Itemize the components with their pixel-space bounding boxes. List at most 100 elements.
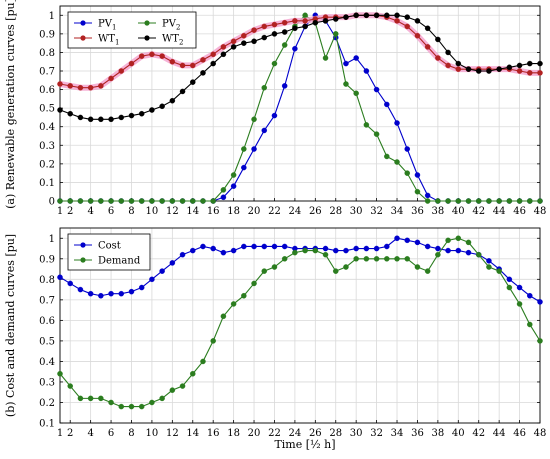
data-point xyxy=(190,79,196,85)
data-point xyxy=(527,292,533,299)
x-tick-label: 18 xyxy=(227,206,240,217)
data-point xyxy=(384,243,390,250)
data-point xyxy=(353,256,359,262)
data-point xyxy=(404,146,410,152)
data-point xyxy=(230,301,237,307)
y-tick-label: 0.2 xyxy=(39,398,55,409)
data-point xyxy=(424,198,431,204)
data-point xyxy=(527,321,533,328)
data-point xyxy=(210,338,216,344)
y-tick-label: 0.9 xyxy=(39,254,55,265)
x-tick-label: 46 xyxy=(513,206,526,217)
series-a-2 xyxy=(57,12,543,91)
data-point xyxy=(108,290,114,297)
data-point xyxy=(261,84,268,91)
data-point xyxy=(516,198,523,204)
data-point xyxy=(332,247,339,254)
data-point xyxy=(169,97,176,104)
y-tick-label: 0.6 xyxy=(39,316,55,327)
data-point xyxy=(118,403,125,410)
data-point xyxy=(159,53,165,59)
data-point xyxy=(190,198,196,204)
data-point xyxy=(424,192,431,199)
data-point xyxy=(200,358,206,365)
data-point xyxy=(343,264,349,270)
data-point xyxy=(77,395,84,402)
data-point xyxy=(77,286,84,293)
y-tick-label: 0.1 xyxy=(39,419,55,430)
data-point xyxy=(281,19,288,26)
data-point xyxy=(435,251,441,258)
data-point xyxy=(537,60,543,67)
x-tick-label: 4 xyxy=(87,206,93,217)
data-point xyxy=(57,198,63,204)
data-point xyxy=(394,159,400,165)
data-point xyxy=(67,198,73,204)
data-point xyxy=(281,83,288,89)
data-point xyxy=(241,243,247,250)
y-axis-label-b: (b) Cost and demand curves [pu] xyxy=(4,234,17,417)
data-point xyxy=(138,403,145,410)
data-point xyxy=(353,55,359,61)
x-tick-label: 14 xyxy=(186,428,199,439)
data-point xyxy=(230,183,237,189)
y-tick-label: 0.6 xyxy=(39,85,55,96)
data-point xyxy=(363,122,370,128)
y-tick-label: 1 xyxy=(49,234,55,245)
data-point xyxy=(292,18,298,24)
legend-swatch-marker xyxy=(80,242,86,248)
data-point xyxy=(384,101,390,108)
x-tick-label: 22 xyxy=(268,428,281,439)
data-point xyxy=(98,395,104,402)
series-a-3 xyxy=(57,12,543,123)
data-point xyxy=(149,198,155,204)
data-point xyxy=(332,268,339,274)
data-point xyxy=(77,198,84,204)
data-point xyxy=(394,12,400,19)
data-point xyxy=(343,14,349,20)
data-point xyxy=(475,68,482,74)
data-point xyxy=(537,198,543,204)
x-tick-label: 40 xyxy=(452,428,465,439)
data-point xyxy=(128,288,135,295)
data-point xyxy=(312,247,319,254)
data-point xyxy=(424,44,431,50)
data-point xyxy=(57,81,63,87)
data-point xyxy=(190,247,196,254)
legend-entry: PV2 xyxy=(138,19,180,32)
data-point xyxy=(98,83,104,89)
y-tick-label: 0.2 xyxy=(39,159,55,170)
data-point xyxy=(322,245,329,252)
data-point xyxy=(271,60,278,67)
data-point xyxy=(394,235,400,242)
x-tick-label: 34 xyxy=(391,428,404,439)
data-point xyxy=(322,55,329,61)
data-point xyxy=(118,198,125,204)
data-point xyxy=(87,116,94,123)
x-tick-label: 2 xyxy=(67,206,73,217)
data-point xyxy=(445,237,451,244)
x-tick-label: 44 xyxy=(493,206,506,217)
data-point xyxy=(353,245,359,252)
x-tick-label: 12 xyxy=(166,206,179,217)
x-tick-label: 36 xyxy=(411,428,424,439)
x-tick-label: 14 xyxy=(186,206,199,217)
data-point xyxy=(414,188,421,195)
y-tick-label: 0 xyxy=(49,197,55,208)
data-point xyxy=(465,249,472,256)
data-point xyxy=(455,198,462,204)
data-point xyxy=(57,370,63,377)
data-point xyxy=(159,268,165,274)
legend-label: Cost xyxy=(98,241,121,252)
data-point xyxy=(159,198,165,204)
data-point xyxy=(302,23,308,30)
data-point xyxy=(332,16,339,22)
data-point xyxy=(404,23,410,30)
y-axis-label-a: (a) Renewable generation curves [pu] xyxy=(4,0,17,209)
data-point xyxy=(251,38,257,45)
data-point xyxy=(424,243,431,250)
x-tick-label: 22 xyxy=(268,206,281,217)
data-point xyxy=(404,256,410,262)
legend-label-subscript: 2 xyxy=(179,39,183,47)
